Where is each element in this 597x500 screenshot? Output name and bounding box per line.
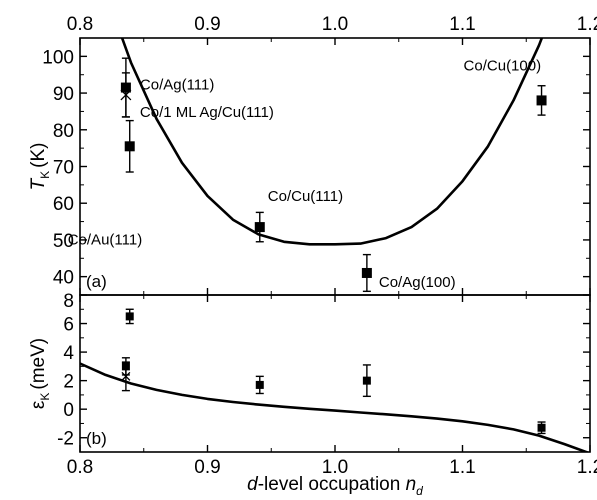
x-tick-label: 1.2 — [577, 14, 597, 35]
data-point: Co/Cu(100) — [464, 57, 547, 116]
y-tick-label: 50 — [53, 231, 74, 252]
y-axis-unit: (K) — [28, 143, 49, 168]
data-point: Co/Ag(100) — [361, 253, 456, 293]
square-marker — [537, 423, 546, 432]
x-tick-label: 0.9 — [194, 457, 220, 478]
x-tick-label: 1.0 — [322, 14, 348, 35]
x-axis-title: d-level occupation nd — [247, 474, 423, 498]
y-tick-label: -2 — [57, 429, 74, 450]
y-axis-subscript: K — [38, 171, 52, 179]
y-tick-label: 70 — [53, 158, 74, 179]
square-marker — [255, 380, 264, 389]
point-annotation: Co/Cu(100) — [464, 57, 542, 74]
panel-label: (a) — [86, 272, 107, 291]
data-point — [125, 308, 134, 325]
square-marker — [254, 222, 265, 233]
x-tick-label: 1.1 — [449, 14, 475, 35]
x-axis-title-var: n — [406, 474, 417, 495]
x-tick-label: 0.9 — [194, 14, 220, 35]
y-tick-label: 100 — [42, 47, 74, 68]
point-annotation: Co/Cu(111) — [268, 188, 343, 205]
x-axis-title-subscript: d — [416, 484, 423, 498]
cross-marker — [121, 371, 131, 381]
model-curve — [120, 38, 544, 246]
data-point — [121, 361, 131, 392]
square-marker — [125, 312, 134, 321]
y-axis-ticks: -2 0 2 4 6 8 — [57, 291, 590, 453]
square-marker — [124, 141, 135, 152]
y-tick-label: 4 — [63, 343, 74, 364]
panel-b-epsilon-plot: 0.80.91.01.11.2-202468εK(meV)(b)d-level … — [28, 291, 597, 498]
y-axis-unit: (meV) — [28, 338, 49, 390]
data-point: Co/Au(111) — [68, 119, 142, 248]
y-tick-label: 40 — [53, 268, 74, 289]
x-tick-label: 1.0 — [322, 457, 348, 478]
panel-a-tk-plot: 0.8 0.9 1.0 1.1 1.2 40 50 60 70 80 90 100 TK (K) Co/Ag… — [28, 14, 597, 296]
y-tick-label: 60 — [53, 194, 74, 215]
x-tick-label: 0.8 — [67, 14, 93, 35]
y-tick-label: 8 — [63, 291, 74, 312]
point-annotation: Co/Ag(111) — [140, 77, 214, 94]
data-point — [537, 421, 546, 435]
data-point — [362, 364, 371, 398]
y-axis-ticks: 40 50 60 70 80 90 100 — [42, 37, 590, 296]
square-marker — [361, 267, 372, 278]
y-axis-subscript: K — [38, 393, 52, 401]
model-curve — [80, 362, 590, 452]
point-annotation: Co/Ag(100) — [379, 274, 456, 291]
y-axis-symbol: T — [28, 177, 49, 190]
x-axis-title-italic: d — [247, 474, 259, 495]
point-annotation: Co/Au(111) — [68, 231, 142, 248]
y-tick-label: 6 — [63, 315, 74, 336]
data-point: Co/1 ML Ag/Cu(111) — [120, 72, 274, 121]
x-tick-label: 0.8 — [67, 457, 93, 478]
x-axis-ticks: 0.8 0.9 1.0 1.1 1.2 — [67, 14, 597, 295]
data-point: Co/Cu(111) — [254, 188, 343, 243]
x-tick-label: 1.1 — [449, 457, 475, 478]
square-marker — [536, 95, 547, 106]
y-tick-label: 2 — [63, 372, 74, 393]
y-tick-label: 90 — [53, 84, 74, 105]
y-axis-title: TK (K) — [28, 143, 52, 191]
cross-marker — [120, 89, 132, 101]
data-point — [255, 375, 264, 395]
y-axis-symbol: ε — [28, 400, 49, 409]
panel-label: (b) — [86, 429, 107, 448]
square-marker — [362, 376, 371, 385]
y-axis-title: εK (meV) — [28, 338, 52, 409]
x-tick-label: 1.2 — [577, 457, 597, 478]
y-tick-label: 0 — [63, 400, 74, 421]
y-tick-label: 80 — [53, 121, 74, 142]
x-axis-title-text: -level occupation — [258, 474, 406, 495]
x-axis-ticks: 0.8 0.9 1.0 1.1 1.2 — [67, 295, 597, 478]
point-annotation: Co/1 ML Ag/Cu(111) — [140, 104, 274, 121]
